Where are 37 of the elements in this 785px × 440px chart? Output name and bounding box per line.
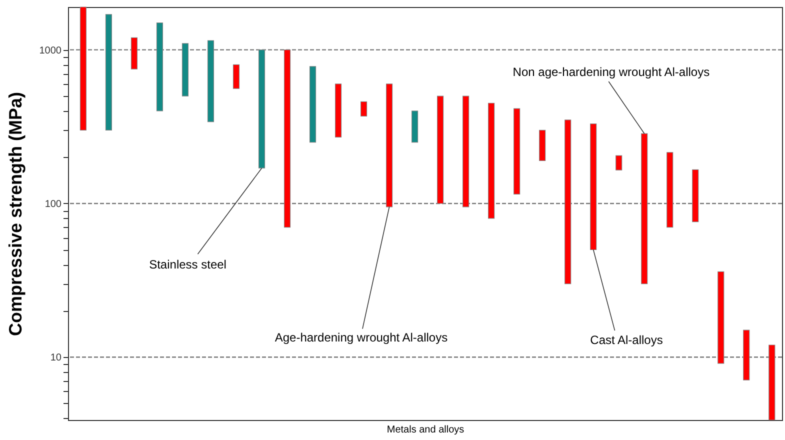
bar <box>334 84 342 138</box>
bar <box>207 40 214 122</box>
bar <box>386 84 393 208</box>
annotation: Cast Al-alloys <box>590 333 663 348</box>
bar <box>182 43 189 96</box>
bar <box>564 120 572 284</box>
bar <box>80 6 87 130</box>
bar <box>743 330 750 380</box>
bar <box>411 110 418 143</box>
annotation: Non age-hardening wrought Al-alloys <box>512 64 710 79</box>
y-tick-label: 100 <box>44 199 62 210</box>
bar <box>258 50 266 168</box>
bar <box>718 271 724 364</box>
bar <box>590 124 597 250</box>
bar <box>232 64 240 89</box>
bar <box>488 102 495 219</box>
bar <box>105 14 112 130</box>
y-axis-title: Compressive strength (MPa) <box>5 92 26 336</box>
bar <box>692 169 699 222</box>
bar <box>284 50 291 228</box>
bar <box>514 108 520 194</box>
bar <box>462 96 470 208</box>
bar <box>768 344 776 420</box>
bar <box>616 155 622 170</box>
y-tick-label: 1000 <box>39 45 62 56</box>
bar <box>641 133 648 284</box>
bar <box>130 37 138 70</box>
x-axis-title: Metals and alloys <box>386 424 464 436</box>
bar <box>360 101 368 116</box>
annotation: Age-hardening wrought Al-alloys <box>274 330 448 345</box>
bar <box>437 96 444 204</box>
y-tick-label: 10 <box>50 352 62 364</box>
bar <box>156 22 164 112</box>
bar <box>539 130 546 161</box>
bar <box>309 66 316 143</box>
annotation: Stainless steel <box>149 258 226 272</box>
bar <box>666 152 674 228</box>
